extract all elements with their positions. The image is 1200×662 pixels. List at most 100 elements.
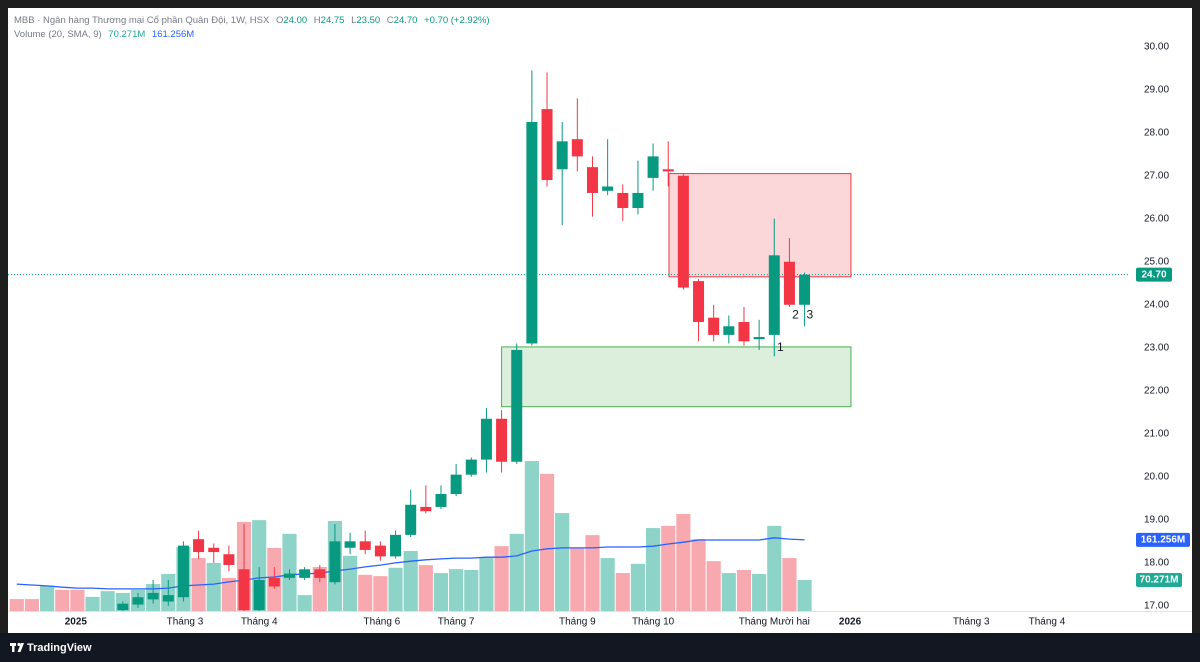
x-tick-label: Tháng 3: [953, 617, 990, 628]
x-tick-label: Tháng 4: [1029, 617, 1066, 628]
volume-bar: [464, 569, 479, 611]
volume-bar: [797, 580, 812, 611]
candle-body: [465, 459, 477, 475]
zone: [668, 173, 852, 278]
candle-body: [450, 474, 462, 495]
candle-body: [420, 506, 432, 512]
volume-bar: [312, 566, 327, 611]
candle-body: [647, 156, 659, 178]
volume-bar: [479, 558, 494, 611]
candle-body: [480, 418, 492, 460]
ohlc-key: H: [314, 15, 321, 26]
y-tick-label: 25.00: [1144, 256, 1169, 267]
volume-bar: [343, 555, 358, 611]
ohlc-key: C: [387, 15, 394, 26]
candle-body: [299, 569, 311, 578]
footer-bar: [0, 633, 1200, 662]
volume-bar: [539, 473, 555, 611]
y-tick-label: 27.00: [1144, 170, 1169, 181]
candle-body: [511, 349, 523, 462]
volume-bar: [736, 569, 752, 611]
volume-title: Volume (20, SMA, 9): [14, 29, 102, 40]
candle-body: [662, 169, 674, 172]
volume-header: Volume (20, SMA, 9) 70.271M 161.256M: [14, 29, 194, 40]
volume-bar: [9, 599, 24, 611]
candle-body: [253, 580, 265, 611]
x-tick-label: 2026: [839, 617, 862, 628]
candle-body: [193, 539, 205, 553]
volume-bar: [221, 577, 236, 611]
volume-bar: [706, 561, 721, 611]
volume-bar: [297, 595, 312, 611]
volume-bar: [767, 525, 782, 611]
volume-bar: [676, 513, 691, 611]
volume-bar: [358, 574, 373, 611]
candle-body: [283, 573, 295, 578]
candle-body: [147, 592, 159, 600]
candle-body: [132, 597, 144, 605]
x-tick-label: Tháng 9: [559, 617, 596, 628]
candle-body: [268, 577, 280, 587]
y-tick-label: 17.00: [1144, 600, 1169, 611]
volume-bar: [449, 569, 464, 611]
y-tick-label: 28.00: [1144, 127, 1169, 138]
candle-body: [314, 569, 326, 578]
y-tick-label: 30.00: [1144, 41, 1169, 52]
candle-body: [435, 494, 447, 507]
volume-bar: [40, 585, 55, 611]
volume-bar: [509, 533, 524, 611]
candle-body: [238, 569, 250, 611]
candle-body: [223, 554, 235, 565]
annotation: 3: [807, 308, 814, 322]
volume-bar: [388, 567, 403, 611]
volume-bar: [691, 539, 706, 611]
volume-bar: [570, 547, 585, 611]
y-tick-label: 22.00: [1144, 385, 1169, 396]
brand-logo: [10, 642, 24, 652]
x-tick-label: 2025: [65, 617, 88, 628]
candle-body: [723, 326, 735, 335]
candle-body: [708, 317, 720, 335]
volume-bar: [752, 573, 767, 611]
volume-value: 70.271M: [108, 29, 145, 40]
sma-label: 161.256M: [1141, 535, 1185, 546]
candle-body: [526, 121, 538, 344]
candle-body: [738, 321, 750, 342]
volume-bar: [24, 599, 40, 611]
y-tick-label: 29.00: [1144, 84, 1169, 95]
candle-body: [390, 534, 402, 557]
volume-bar: [630, 563, 646, 611]
change: +0.70 (+2.92%): [424, 15, 490, 26]
ohlc-value: 23.50: [356, 15, 380, 26]
y-tick-label: 18.00: [1144, 557, 1169, 568]
volume-bar: [494, 546, 509, 611]
sma-box: [1136, 532, 1190, 547]
volume-bar: [85, 596, 100, 611]
x-tick-label: Tháng 7: [438, 617, 475, 628]
candle-body: [177, 545, 189, 598]
y-tick-label: 19.00: [1144, 514, 1169, 525]
candle-body: [344, 541, 356, 548]
candle-body: [783, 261, 795, 305]
candle-body: [208, 547, 220, 553]
y-tick-label: 26.00: [1144, 213, 1169, 224]
candle-body: [602, 186, 614, 191]
volume-bar: [524, 461, 539, 611]
candle-body: [329, 541, 341, 583]
volume-bar: [585, 535, 600, 611]
volume-bar: [555, 513, 570, 611]
y-tick-label: 21.00: [1144, 428, 1169, 439]
price-label: 24.70: [1141, 269, 1166, 280]
candle-body: [753, 337, 765, 340]
volume-bar: [600, 558, 615, 611]
candle-body: [693, 281, 705, 322]
candle-body: [799, 274, 811, 305]
volume-bar: [721, 573, 736, 611]
y-tick-label: 20.00: [1144, 471, 1169, 482]
candle-body: [162, 595, 174, 602]
brand-name: TradingView: [27, 642, 92, 654]
volume-bar: [661, 525, 676, 611]
candle-body: [586, 167, 598, 193]
volume-bar: [373, 576, 388, 611]
